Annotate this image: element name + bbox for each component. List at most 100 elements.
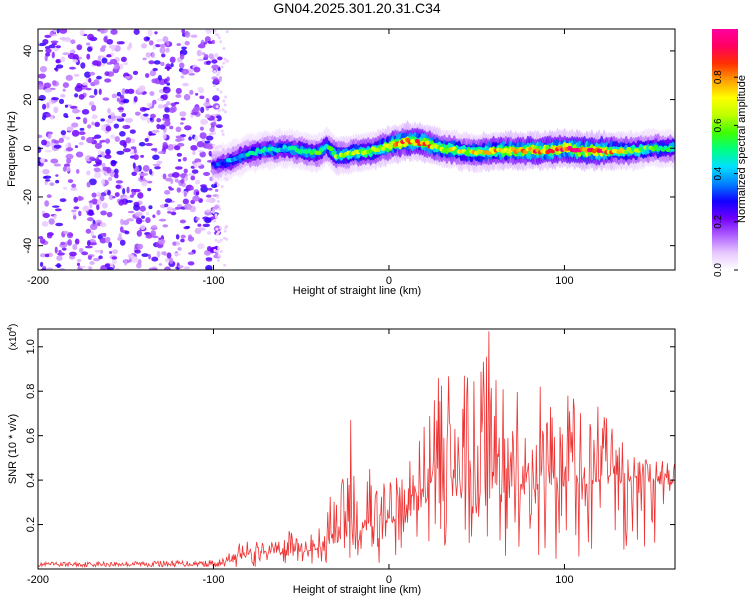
spectrogram-noise-cell [223, 229, 227, 233]
spectrogram-noise-cell [219, 250, 223, 254]
spectrogram-noise-cell [140, 154, 145, 158]
spectrogram-noise-cell [61, 247, 67, 251]
spectrogram-noise-cell [81, 109, 90, 115]
spectrogram-noise-cell [192, 106, 201, 112]
spectrogram-noise-cell [162, 224, 169, 228]
spectrogram-noise-cell [180, 234, 186, 239]
spectrogram-noise-cell [77, 195, 82, 202]
spectrogram-noise-cell [101, 151, 105, 158]
spectrogram-noise-cell [217, 246, 221, 250]
spectrogram-noise-cell [164, 107, 171, 113]
spectrogram-noise-cell [180, 179, 184, 184]
spectrogram-noise-cell [169, 125, 174, 130]
spectrogram-noise-cell [196, 161, 202, 167]
spectrogram-noise-cell [72, 244, 78, 251]
spectrogram-noise-cell [91, 114, 98, 120]
spectrogram-noise-cell [220, 65, 224, 69]
snr-y-tick-label: 0.2 [25, 517, 37, 532]
spectrogram-x-tick-label: -100 [202, 275, 224, 287]
colorbar-tick-label: 0.0 [713, 263, 724, 277]
spectrogram-noise-cell [106, 267, 114, 270]
spectrogram-noise-cell [94, 142, 103, 149]
spectrogram-noise-cell [211, 39, 215, 45]
spectrogram-noise-cell [161, 251, 165, 255]
spectrogram-noise-cell [122, 196, 131, 199]
spectrogram-noise-cell [188, 136, 192, 141]
spectrogram-noise-cell [85, 228, 92, 234]
spectrogram-noise-cell [93, 88, 98, 96]
spectrogram-noise-cell [183, 191, 187, 197]
spectrogram-noise-cell [73, 73, 80, 77]
spectrogram-noise-cell [151, 52, 156, 59]
spectrogram-noise-cell [119, 63, 124, 70]
snr-y-tick-label: 0.6 [25, 428, 37, 443]
spectrogram-noise-cell [156, 160, 163, 165]
spectrogram-noise-cell [110, 29, 118, 35]
spectrogram-noise-cell [158, 237, 162, 241]
spectrogram-noise-cell [84, 245, 93, 249]
spectrogram-noise-cell [41, 220, 49, 227]
spectrogram-noise-cell [215, 124, 223, 129]
spectrogram-noise-cell [75, 151, 84, 158]
spectrogram-noise-cell [219, 90, 223, 94]
spectrogram-ridge-cell [523, 149, 528, 155]
spectrogram-noise-cell [212, 131, 216, 135]
spectrogram-ridge-cell [329, 146, 334, 152]
spectrogram-noise-cell [104, 154, 112, 159]
spectrogram-noise-cell [92, 235, 97, 239]
spectrogram-noise-cell [156, 250, 161, 258]
spectrogram-noise-cell [105, 125, 112, 132]
spectrogram-noise-cell [162, 117, 167, 121]
spectrogram-noise-cell [152, 67, 158, 72]
spectrogram-noise-cell [164, 266, 171, 270]
spectrogram-noise-cell [74, 238, 80, 245]
spectrogram-noise-cell [210, 121, 217, 127]
spectrogram-noise-cell [76, 44, 83, 51]
spectrogram-noise-cell [159, 46, 166, 54]
spectrogram-noise-cell [64, 104, 68, 108]
spectrogram-noise-cell [55, 222, 64, 227]
spectrogram-noise-cell [191, 169, 199, 174]
spectrogram-noise-cell [62, 134, 66, 139]
spectrogram-noise-cell [104, 71, 110, 77]
spectrogram-noise-cell [64, 115, 69, 118]
spectrogram-noise-cell [82, 117, 88, 125]
spectrogram-noise-cell [216, 183, 220, 187]
spectrogram-noise-cell [212, 143, 216, 147]
spectrogram-noise-cell [225, 237, 229, 241]
spectrogram-noise-cell [167, 144, 174, 151]
spectrogram-noise-cell [157, 104, 164, 109]
spectrogram-noise-cell [175, 166, 183, 170]
spectrogram-noise-cell [88, 101, 95, 106]
spectrogram-noise-cell [139, 205, 146, 212]
spectrogram-noise-cell [45, 113, 52, 118]
spectrogram-noise-cell [79, 265, 87, 269]
spectrogram-noise-cell [145, 212, 150, 216]
spectrogram-noise-cell [60, 130, 67, 136]
spectrogram-noise-cell [177, 204, 182, 208]
spectrogram-noise-cell [87, 124, 92, 129]
spectrogram-noise-cell [138, 85, 146, 93]
spectrogram-noise-cell [179, 53, 185, 60]
spectrogram-noise-cell [166, 252, 172, 259]
spectrogram-noise-cell [184, 125, 192, 131]
spectrogram-noise-cell [59, 29, 68, 34]
spectrogram-noise-cell [129, 129, 136, 134]
snr-x-tick-label: 100 [555, 574, 573, 586]
spectrogram-noise-cell [144, 137, 149, 142]
spectrogram-noise-cell [123, 62, 129, 66]
spectrogram-noise-cell [216, 87, 220, 91]
spectrogram-noise-cell [111, 45, 115, 52]
spectrogram-noise-cell [175, 135, 183, 139]
spectrogram-noise-cell [125, 137, 132, 144]
spectrogram-noise-cell [208, 150, 212, 156]
spectrogram-noise-cell [154, 31, 158, 35]
spectrogram-y-tick-label: 20 [22, 93, 34, 105]
spectrogram-noise-cell [78, 210, 82, 217]
spectrogram-noise-cell [157, 238, 166, 245]
spectrogram-noise-cell [39, 65, 48, 73]
spectrogram-noise-cell [182, 157, 187, 162]
spectrogram-noise-cell [65, 147, 74, 152]
spectrogram-noise-cell [145, 233, 153, 239]
